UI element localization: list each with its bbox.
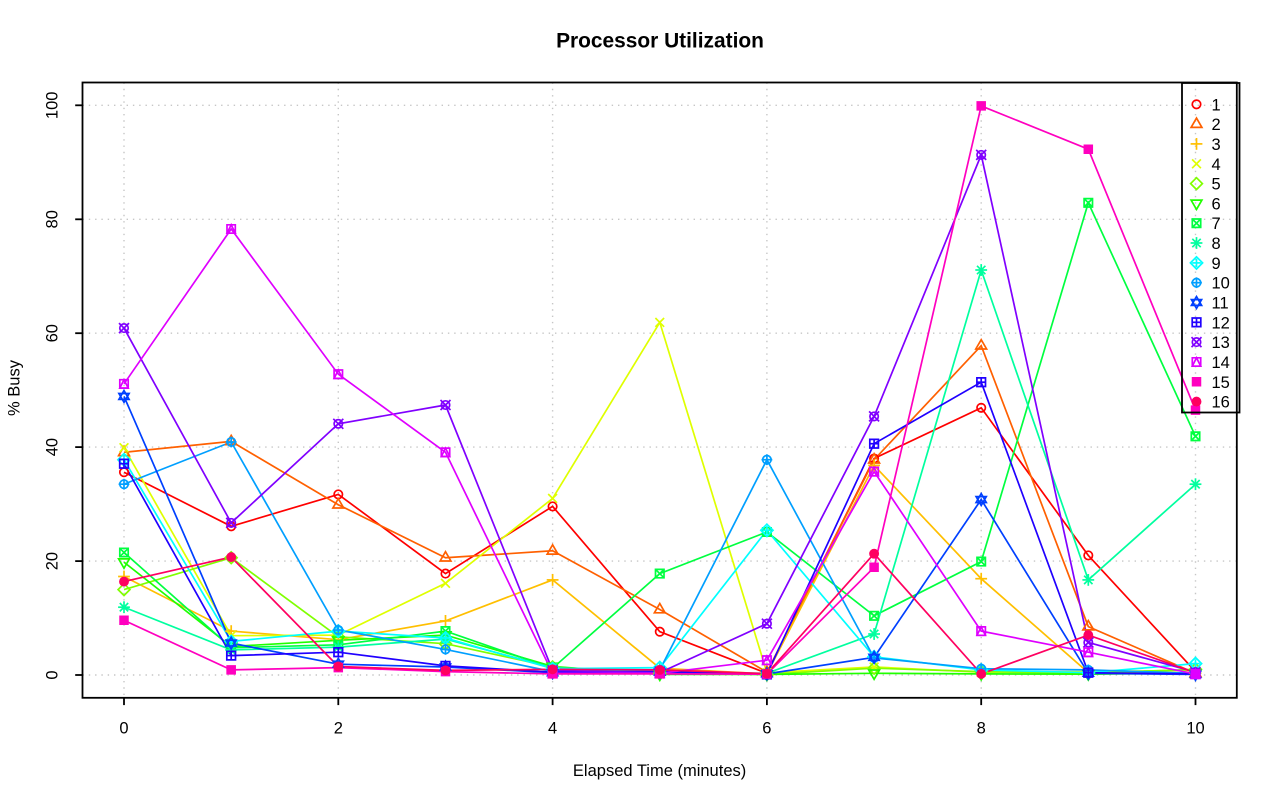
svg-text:10: 10: [1212, 275, 1230, 293]
svg-text:0: 0: [44, 670, 62, 679]
svg-text:2: 2: [1212, 116, 1221, 134]
svg-text:3: 3: [1212, 136, 1221, 154]
svg-text:40: 40: [44, 438, 62, 456]
svg-text:100: 100: [44, 92, 62, 120]
svg-text:1: 1: [1212, 96, 1221, 114]
svg-text:Elapsed Time (minutes): Elapsed Time (minutes): [573, 762, 746, 780]
svg-text:% Busy: % Busy: [6, 359, 24, 416]
svg-text:60: 60: [44, 324, 62, 342]
svg-text:16: 16: [1212, 394, 1230, 412]
svg-text:8: 8: [977, 720, 986, 738]
svg-text:80: 80: [44, 210, 62, 228]
svg-text:11: 11: [1212, 295, 1229, 313]
svg-text:13: 13: [1212, 334, 1230, 352]
svg-text:Processor Utilization: Processor Utilization: [556, 30, 764, 53]
svg-text:6: 6: [762, 720, 771, 738]
svg-text:4: 4: [548, 720, 557, 738]
svg-text:7: 7: [1212, 215, 1221, 233]
svg-text:9: 9: [1212, 255, 1221, 273]
svg-text:6: 6: [1212, 195, 1221, 213]
svg-text:20: 20: [44, 552, 62, 570]
svg-text:14: 14: [1212, 354, 1230, 372]
svg-text:4: 4: [1212, 156, 1221, 174]
svg-text:12: 12: [1212, 314, 1230, 332]
svg-text:10: 10: [1186, 720, 1204, 738]
svg-text:5: 5: [1212, 176, 1221, 194]
svg-text:0: 0: [119, 720, 128, 738]
svg-text:2: 2: [334, 720, 343, 738]
svg-text:15: 15: [1212, 374, 1230, 392]
svg-text:8: 8: [1212, 235, 1221, 253]
